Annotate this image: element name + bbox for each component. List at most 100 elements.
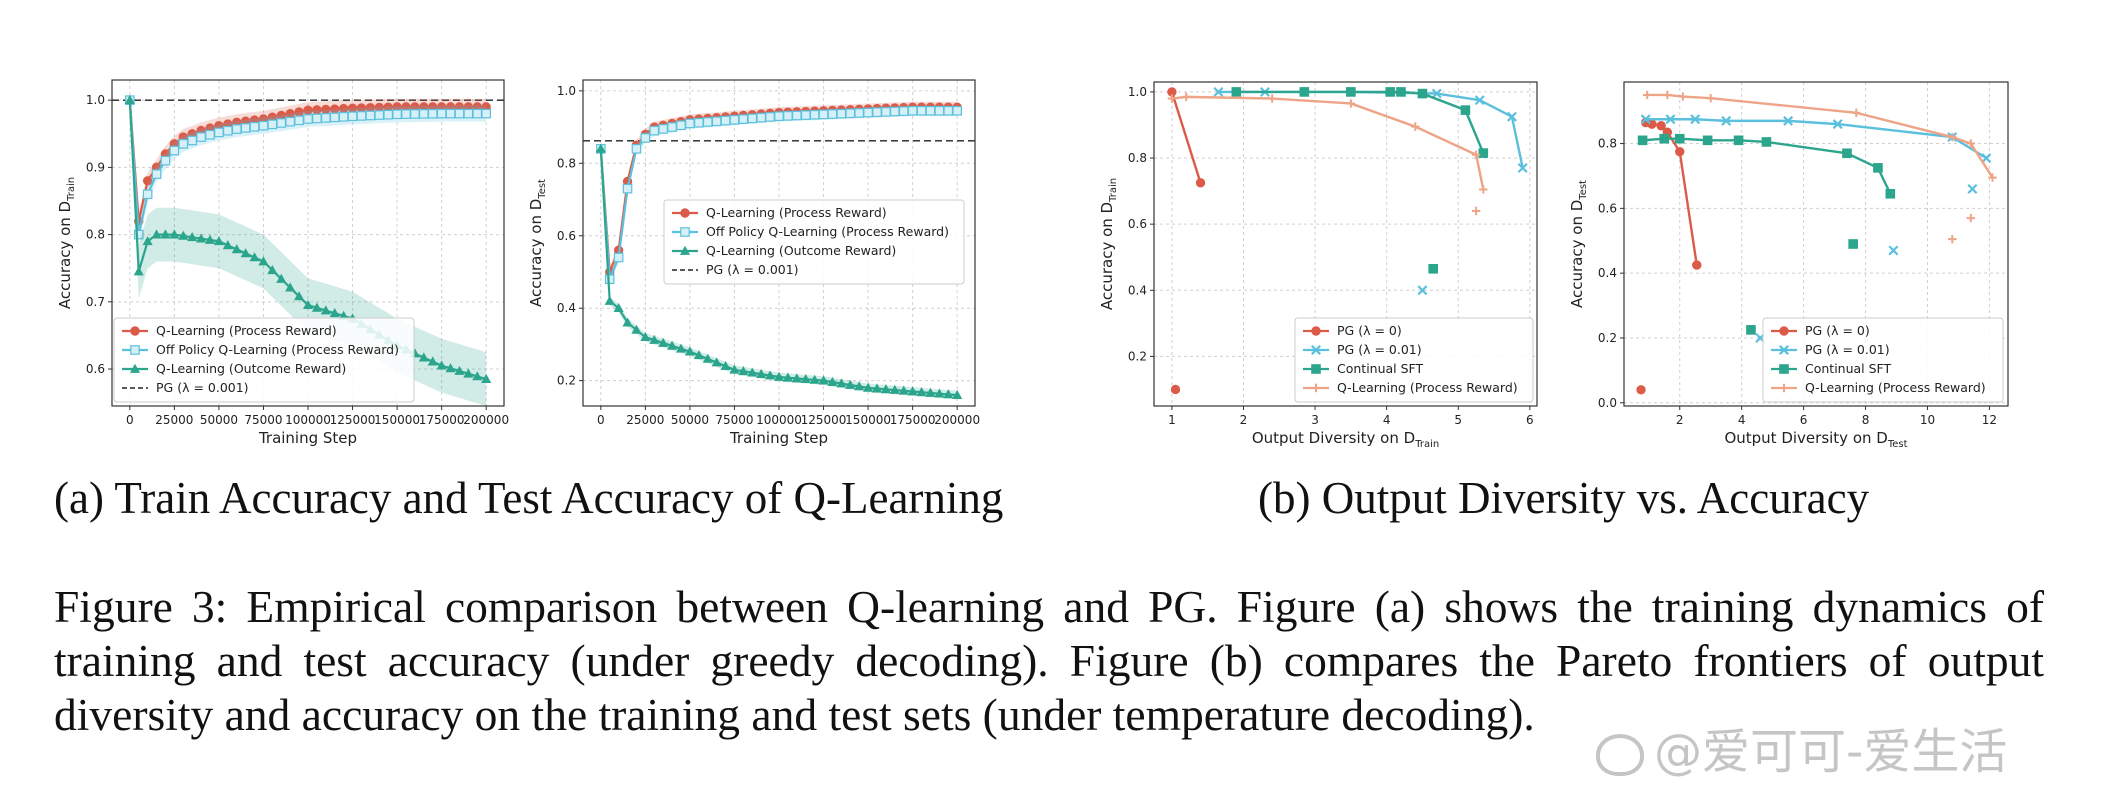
data-point (133, 266, 144, 276)
data-point (1346, 87, 1356, 97)
legend-box (1294, 317, 1534, 403)
series-2 (596, 105, 962, 285)
data-point (427, 356, 438, 366)
x-tick-label: 25000 (626, 413, 664, 427)
data-point (880, 384, 891, 394)
x-tick-label: 3 (1311, 413, 1319, 427)
outlier-point (1948, 234, 1957, 244)
data-point (925, 387, 936, 397)
data-point (1431, 88, 1442, 99)
y-tick-label: 1.0 (1128, 85, 1147, 99)
watermark-text: @爱可可-爱生活 (1654, 724, 2008, 780)
data-point (1873, 163, 1883, 173)
data-point (1471, 150, 1481, 159)
legend: PG (λ = 0) PG (λ = 0.01) Continual SFT Q-Le… (1294, 317, 1534, 403)
data-point (720, 360, 731, 371)
legend-label: Continual SFT (1805, 361, 1892, 376)
legend-marker (680, 208, 690, 218)
data-point (1852, 108, 1861, 117)
y-tick-label: 0.2 (557, 374, 576, 388)
data-point (1674, 133, 1685, 144)
outlier-point (1966, 213, 1976, 223)
legend-box (113, 317, 415, 403)
data-point (640, 331, 651, 342)
x-tick-label: 5 (1454, 413, 1462, 427)
y-tick-label: 0.0 (1598, 396, 1617, 410)
legend: Q-Learning (Process Reward) Off Policy Q-… (663, 199, 965, 285)
data-point (240, 248, 251, 258)
plot-frame (1623, 81, 2009, 407)
y-tick-label: 0.8 (86, 228, 105, 242)
data-point (675, 343, 687, 353)
data-point (1167, 94, 1177, 103)
train-accuracy-chart: 0 25000 50000 75000 100000125000150000175000… (56, 79, 509, 447)
data-point (142, 189, 153, 200)
y-tick-label: 0.8 (557, 156, 576, 170)
x-tick-label: 50000 (671, 413, 709, 427)
data-point (436, 360, 447, 370)
data-point (1182, 92, 1191, 102)
data-point (169, 145, 180, 156)
legend-marker (1779, 364, 1789, 374)
data-point (845, 379, 856, 389)
data-point (809, 374, 820, 384)
y-tick-label: 0.4 (1128, 283, 1147, 297)
data-point (481, 108, 491, 119)
legend-label: Q-Learning (Outcome Reward) (156, 361, 346, 376)
watermark: @爱可可-爱生活 (1596, 712, 2007, 782)
legend-marker (1779, 326, 1789, 336)
data-point (649, 334, 660, 344)
data-point (311, 302, 322, 312)
series-3 (1231, 87, 1489, 274)
x-tick-label: 1 (1168, 413, 1176, 427)
x-tick-label: 8 (1862, 413, 1870, 427)
x-tick-label: 6 (1526, 413, 1534, 427)
data-point (1783, 115, 1794, 126)
legend-label: PG (λ = 0.001) (706, 262, 799, 277)
x-tick-label: 100000 (285, 413, 331, 427)
data-point (204, 234, 216, 244)
data-point (1396, 87, 1406, 97)
outlier-point (1471, 206, 1481, 216)
data-point (863, 382, 874, 392)
data-point (160, 155, 171, 166)
x-tick-label: 200000 (463, 413, 509, 427)
data-point (1659, 133, 1670, 144)
data-point (160, 229, 171, 239)
data-point (267, 264, 278, 275)
data-point (1665, 114, 1676, 125)
data-point (818, 375, 829, 385)
y-tick-label: 0.6 (1128, 217, 1147, 231)
data-point (1299, 87, 1310, 97)
legend-marker (1311, 383, 1321, 393)
x-tick-label: 0 (597, 413, 605, 427)
data-point (1637, 135, 1648, 146)
x-tick-label: 125000 (330, 413, 376, 427)
y-tick-label: 0.4 (557, 301, 576, 315)
data-point (1690, 114, 1701, 125)
subcaption-b: (b) Output Diversity vs. Accuracy (1258, 473, 1870, 523)
x-tick-label: 150000 (374, 413, 420, 427)
legend-marker (130, 345, 140, 355)
y-tick-label: 0.4 (1598, 266, 1617, 280)
data-point (1702, 135, 1713, 146)
data-point (631, 324, 642, 334)
data-point (898, 385, 909, 395)
outlier-point (1888, 245, 1899, 256)
data-point (604, 295, 615, 305)
data-point (1231, 87, 1242, 97)
data-point (302, 299, 314, 310)
series-3 (595, 143, 963, 400)
x-axis-label: Output Diversity on DTest (1724, 429, 1907, 450)
data-point (1385, 87, 1396, 97)
data-point (1506, 111, 1517, 122)
data-point (1988, 173, 1997, 182)
weibo-icon (1596, 734, 1644, 776)
y-tick-label: 0.7 (86, 295, 105, 309)
data-point (693, 350, 704, 360)
frontier-line (1236, 90, 1485, 154)
data-point (756, 368, 767, 378)
data-point (1213, 86, 1224, 97)
data-point (684, 346, 695, 356)
data-point (276, 273, 287, 283)
